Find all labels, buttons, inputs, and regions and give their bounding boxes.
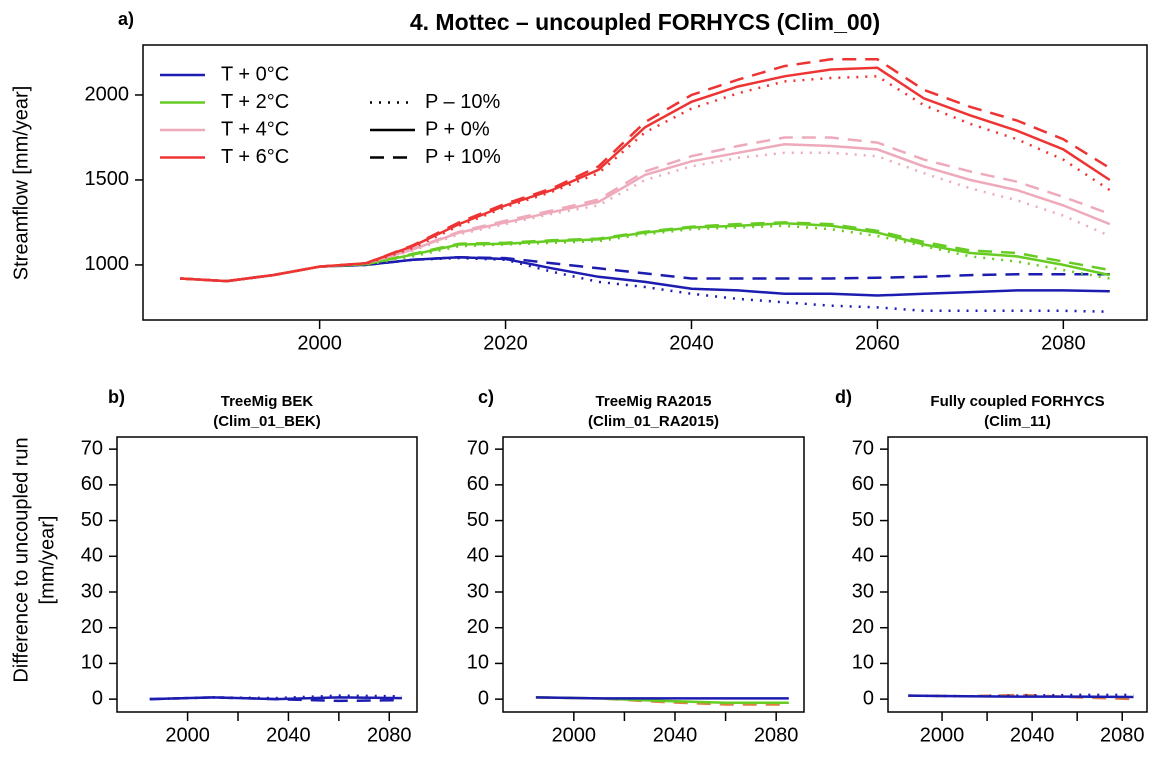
y-tick-label: 60 xyxy=(81,473,103,495)
y-tick-label: 40 xyxy=(81,545,103,567)
y-tick-label: 0 xyxy=(478,687,489,709)
series-line xyxy=(180,75,1111,283)
series-line xyxy=(535,696,789,700)
y-tick-label: 10 xyxy=(467,652,489,674)
series-line xyxy=(180,143,1111,283)
panel-title: (Clim_11) xyxy=(984,413,1051,430)
y-tick-label: 10 xyxy=(852,652,874,674)
x-tick-label: 2060 xyxy=(855,332,900,354)
x-tick-label: 2040 xyxy=(669,332,714,354)
y-tick-label: 1000 xyxy=(85,253,130,275)
y-tick-label: 0 xyxy=(863,687,874,709)
x-tick-label: 2000 xyxy=(165,724,210,746)
chart-title: 4. Mottec – uncoupled FORHYCS (Clim_00) xyxy=(410,9,880,35)
plot-frame xyxy=(142,44,1148,321)
series-line xyxy=(180,136,1111,283)
y-axis-label: [mm/year] xyxy=(36,516,58,605)
y-tick-label: 60 xyxy=(852,473,874,495)
panel-title: (Clim_01_BEK) xyxy=(213,413,321,430)
x-tick-label: 2080 xyxy=(367,724,412,746)
y-axis-label: Streamflow [mm/year] xyxy=(10,86,32,280)
y-tick-label: 70 xyxy=(81,437,103,459)
series-line xyxy=(180,58,1111,283)
y-tick-label: 20 xyxy=(467,616,489,638)
x-tick-label: 2040 xyxy=(266,724,311,746)
legend-label: P + 0% xyxy=(425,118,490,140)
y-tick-label: 10 xyxy=(81,652,103,674)
y-tick-label: 50 xyxy=(81,509,103,531)
panel-title: TreeMig RA2015 xyxy=(596,393,712,410)
y-tick-label: 30 xyxy=(81,580,103,602)
y-tick-label: 1500 xyxy=(85,168,130,190)
series-line xyxy=(180,66,1111,283)
y-tick-label: 50 xyxy=(467,509,489,531)
y-axis-label: Difference to uncoupled run xyxy=(10,437,32,682)
y-tick-label: 70 xyxy=(467,437,489,459)
x-tick-label: 2000 xyxy=(297,332,342,354)
series-line xyxy=(149,696,402,701)
legend-label: T + 2°C xyxy=(221,91,289,113)
x-tick-label: 2080 xyxy=(1041,332,1086,354)
panel-title: Fully coupled FORHYCS xyxy=(930,393,1104,410)
y-tick-label: 20 xyxy=(81,616,103,638)
plot-frame xyxy=(502,436,805,713)
y-tick-label: 20 xyxy=(852,616,874,638)
panel-title: TreeMig BEK xyxy=(221,393,314,410)
y-tick-label: 0 xyxy=(92,687,103,709)
x-tick-label: 2000 xyxy=(552,724,597,746)
y-tick-label: 40 xyxy=(852,545,874,567)
plot-frame xyxy=(116,436,418,713)
panel-label: d) xyxy=(835,387,852,407)
y-tick-label: 70 xyxy=(852,437,874,459)
series-line xyxy=(180,256,1110,283)
x-tick-label: 2000 xyxy=(920,724,965,746)
panel-label: c) xyxy=(478,387,494,407)
y-tick-label: 50 xyxy=(852,509,874,531)
legend-label: T + 0°C xyxy=(221,63,289,85)
panel-label: a) xyxy=(118,9,134,29)
x-tick-label: 2040 xyxy=(653,724,698,746)
plot-frame xyxy=(887,436,1148,713)
series-line xyxy=(180,256,1110,313)
x-tick-label: 2020 xyxy=(483,332,528,354)
y-tick-label: 30 xyxy=(467,580,489,602)
legend-label: T + 6°C xyxy=(221,146,289,168)
legend-label: P – 10% xyxy=(425,91,500,113)
panel-title: (Clim_01_RA2015) xyxy=(588,413,719,430)
series-line xyxy=(180,256,1110,297)
panel-label: b) xyxy=(108,387,125,407)
series-line xyxy=(180,224,1111,283)
x-tick-label: 2040 xyxy=(1010,724,1055,746)
series-line xyxy=(908,694,1134,699)
y-tick-label: 30 xyxy=(852,580,874,602)
legend-label: T + 4°C xyxy=(221,118,289,140)
series-line xyxy=(180,221,1111,283)
y-tick-label: 60 xyxy=(467,473,489,495)
x-tick-label: 2080 xyxy=(754,724,799,746)
y-tick-label: 2000 xyxy=(85,83,130,105)
y-tick-label: 40 xyxy=(467,545,489,567)
x-tick-label: 2080 xyxy=(1100,724,1145,746)
legend-label: P + 10% xyxy=(425,146,501,168)
